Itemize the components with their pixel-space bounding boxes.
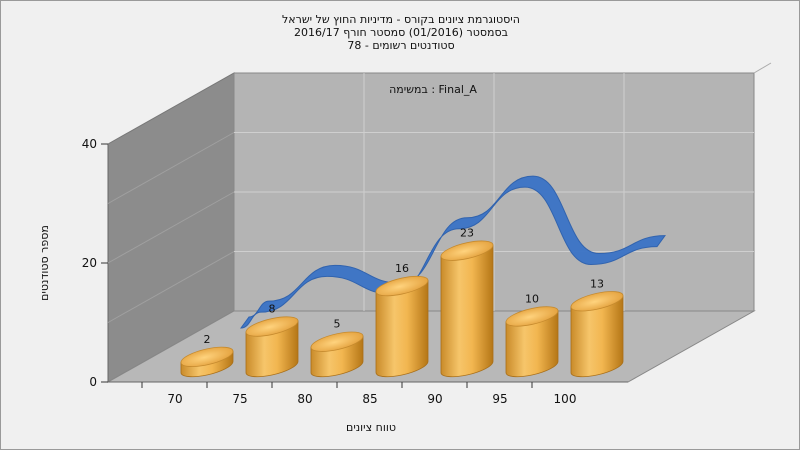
- x-axis-label: טווח ציונים: [346, 421, 396, 434]
- bar-data-label: 13: [590, 277, 604, 290]
- bar-data-label: 16: [395, 262, 409, 275]
- x-tick-label: 70: [167, 392, 182, 406]
- bar-cap: [180, 346, 234, 368]
- bar-cap: [310, 331, 364, 352]
- y-axis-label: מספר סטודנטים: [38, 225, 51, 301]
- bar-cap: [375, 275, 429, 297]
- x-tick-label: 75: [232, 392, 247, 406]
- bar-body: [375, 280, 429, 378]
- x-tick-label: 100: [554, 392, 577, 406]
- y-tick-label: 40: [82, 137, 97, 151]
- x-tick-label: 95: [492, 392, 507, 406]
- y-tick-label: 0: [89, 375, 97, 389]
- gridline-left-wall: [107, 132, 235, 204]
- bar-cap: [245, 316, 299, 337]
- smoothed-ribbon-series: [240, 175, 666, 329]
- chart-title-line-2: בסמסטר (01/2016) סמסטר חורף 2016/17: [294, 26, 508, 39]
- x-tick-label: 80: [297, 392, 312, 406]
- bar-body: [505, 310, 559, 378]
- bar-data-label: 10: [525, 292, 539, 305]
- chart-title-line-3: סטודנטים רשומים - 78: [347, 39, 455, 52]
- bar: 5: [310, 318, 364, 378]
- bar-cap: [505, 306, 559, 327]
- bar-cap: [440, 240, 494, 261]
- bar: 16: [375, 262, 429, 378]
- bar-body: [570, 295, 624, 378]
- bar-data-label: 5: [334, 318, 341, 331]
- y-tick-label: 20: [82, 256, 97, 270]
- bar: 23: [440, 227, 494, 378]
- right-depth-edge: [753, 62, 772, 74]
- x-tick-label: 90: [427, 392, 442, 406]
- bar-data-label: 8: [269, 303, 276, 316]
- chart-subtitle: במשימה : Final_A: [389, 83, 477, 96]
- x-tick-label: 85: [362, 392, 377, 406]
- gridline-left-wall: [107, 251, 235, 323]
- bar-data-label: 2: [204, 333, 211, 346]
- bar-body: [440, 244, 494, 378]
- bar-data-label: 23: [460, 227, 474, 240]
- bar: 10: [505, 292, 559, 378]
- chart-title-line-1: היסטוגרמת ציונים בקורס - מדיניות החוץ של…: [282, 13, 520, 26]
- gridline-left-wall: [107, 191, 235, 264]
- bar: 8: [245, 303, 299, 378]
- bar: 13: [570, 277, 624, 378]
- bar-cap: [570, 291, 624, 312]
- bar: 2: [180, 333, 234, 378]
